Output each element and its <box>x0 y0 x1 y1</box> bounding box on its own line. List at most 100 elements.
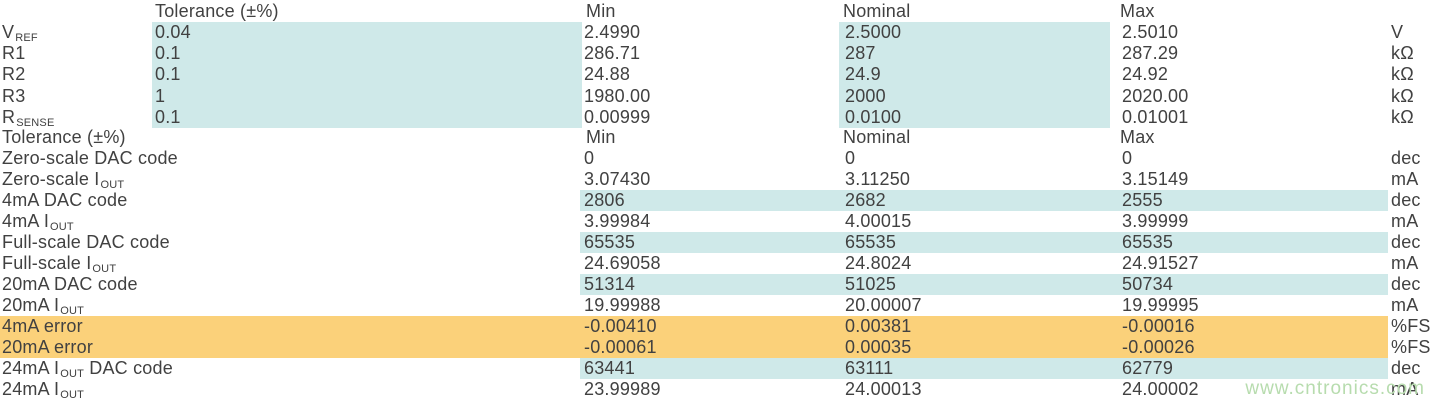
unit-label: %FS <box>1391 337 1431 357</box>
max-value: 3.99999 <box>1122 211 1189 231</box>
nominal-value: 2.5000 <box>845 22 902 42</box>
max-value: 0.01001 <box>1122 106 1189 127</box>
label-text: R1 <box>2 43 26 64</box>
unit-label: V <box>1391 22 1404 42</box>
row-label: 4mA IOUT <box>2 211 74 235</box>
tolerance-value: 0.1 <box>155 64 181 85</box>
nominal-value: 0.0100 <box>845 106 902 127</box>
nominal-header: Nominal <box>843 1 911 21</box>
min-value: 3.99984 <box>584 211 651 231</box>
unit-label: dec <box>1391 148 1421 168</box>
label-text: 20mA error <box>2 337 94 357</box>
unit-label: dec <box>1391 190 1421 210</box>
row-highlight <box>580 274 1388 295</box>
unit-label: %FS <box>1391 316 1431 336</box>
table-row: Zero-scale IOUT 3.07430 3.11250 3.15149 mA <box>0 169 1436 193</box>
min-value: 24.88 <box>584 64 631 85</box>
max-value: 2020.00 <box>1122 85 1189 106</box>
row-label: VREF <box>2 22 38 46</box>
min-value: 23.99989 <box>584 379 661 399</box>
table-row: 24mA IOUT 23.99989 24.00013 24.00002 mA <box>0 379 1436 403</box>
min-header: Min <box>586 127 616 147</box>
max-header: Max <box>1120 1 1155 21</box>
max-value: -0.00016 <box>1122 316 1195 336</box>
nominal-value: 63111 <box>845 358 894 378</box>
nominal-column-highlight <box>839 22 1110 128</box>
max-value: 24.00002 <box>1122 379 1199 399</box>
row-label: R3 <box>2 86 26 110</box>
table-row: R2 0.1 24.88 24.9 24.92 kΩ <box>0 64 1436 85</box>
min-value: 1980.00 <box>584 85 651 106</box>
tolerance-header: Tolerance (±%) <box>2 127 126 147</box>
label-subscript: REF <box>15 32 38 44</box>
nominal-value: 287 <box>845 43 876 64</box>
max-value: -0.00026 <box>1122 337 1195 357</box>
max-value: 65535 <box>1122 232 1174 252</box>
label-subscript: OUT <box>92 263 117 275</box>
min-value: 0.00999 <box>584 106 651 127</box>
table-row: 24mA IOUT DAC code 63441 63111 62779 dec <box>0 358 1436 382</box>
nominal-value: 3.11250 <box>845 169 911 189</box>
tolerance-value: 0.1 <box>155 106 181 127</box>
unit-label: mA <box>1391 295 1419 315</box>
row-label: Zero-scale IOUT <box>2 169 124 193</box>
min-value: 63441 <box>584 358 636 378</box>
label-text: 4mA I <box>2 211 50 231</box>
unit-label: kΩ <box>1391 64 1414 85</box>
table-row: 20mA DAC code 51314 51025 50734 dec <box>0 274 1436 295</box>
nominal-value: 51025 <box>845 274 897 294</box>
row-highlight <box>580 232 1388 253</box>
nominal-value: 24.8024 <box>845 253 912 273</box>
max-value: 3.15149 <box>1122 169 1189 189</box>
table-row: RSENSE 0.1 0.00999 0.0100 0.01001 kΩ <box>0 106 1436 131</box>
table-row: R1 0.1 286.71 287 287.29 kΩ <box>0 43 1436 64</box>
max-value: 24.91527 <box>1122 253 1199 273</box>
max-value: 2.5010 <box>1122 22 1179 42</box>
nominal-header: Nominal <box>843 127 911 147</box>
tolerance-header: Tolerance (±%) <box>155 1 279 21</box>
label-text: 20mA DAC code <box>2 274 138 294</box>
min-value: 0 <box>584 148 595 168</box>
row-label: 24mA IOUT <box>2 379 84 403</box>
min-value: 2.4990 <box>584 22 641 42</box>
label-text: 24mA I <box>2 379 60 399</box>
max-header: Max <box>1120 127 1155 147</box>
min-value: 19.99988 <box>584 295 661 315</box>
label-text: Full-scale I <box>2 253 92 273</box>
row-label: Full-scale DAC code <box>2 232 171 256</box>
min-value: 2806 <box>584 190 625 210</box>
label-subscript: OUT <box>100 179 125 191</box>
nominal-value: 0.00381 <box>845 316 912 336</box>
min-value: -0.00061 <box>584 337 657 357</box>
label-text: Zero-scale I <box>2 169 100 189</box>
row-highlight <box>0 316 1388 337</box>
unit-label: dec <box>1391 274 1421 294</box>
unit-label: mA <box>1391 379 1419 399</box>
nominal-value: 65535 <box>845 232 897 252</box>
table-row: Full-scale IOUT 24.69058 24.8024 24.91527 mA <box>0 253 1436 277</box>
min-value: -0.00410 <box>584 316 657 336</box>
table-row: R3 1 1980.00 2000 2020.00 kΩ <box>0 86 1436 107</box>
row-label: Full-scale IOUT <box>2 253 116 277</box>
nominal-value: 4.00015 <box>845 211 912 231</box>
label-subscript: OUT <box>60 368 85 380</box>
nominal-value: 20.00007 <box>845 295 922 315</box>
unit-label: dec <box>1391 358 1421 378</box>
label-text: Zero-scale DAC code <box>2 148 178 168</box>
table-row: Full-scale DAC code 65535 65535 65535 dec <box>0 232 1436 253</box>
unit-label: kΩ <box>1391 43 1414 64</box>
row-label: 24mA IOUT DAC code <box>2 358 173 382</box>
max-value: 0 <box>1122 148 1133 168</box>
unit-label: dec <box>1391 232 1421 252</box>
row-label: RSENSE <box>2 107 55 131</box>
label-subscript: OUT <box>60 389 85 401</box>
min-value: 65535 <box>584 232 636 252</box>
max-value: 50734 <box>1122 274 1174 294</box>
table-row: 4mA DAC code 2806 2682 2555 dec <box>0 190 1436 211</box>
unit-label: kΩ <box>1391 106 1414 127</box>
nominal-value: 2682 <box>845 190 886 210</box>
row-highlight <box>580 358 1388 379</box>
row-highlight <box>0 337 1388 358</box>
